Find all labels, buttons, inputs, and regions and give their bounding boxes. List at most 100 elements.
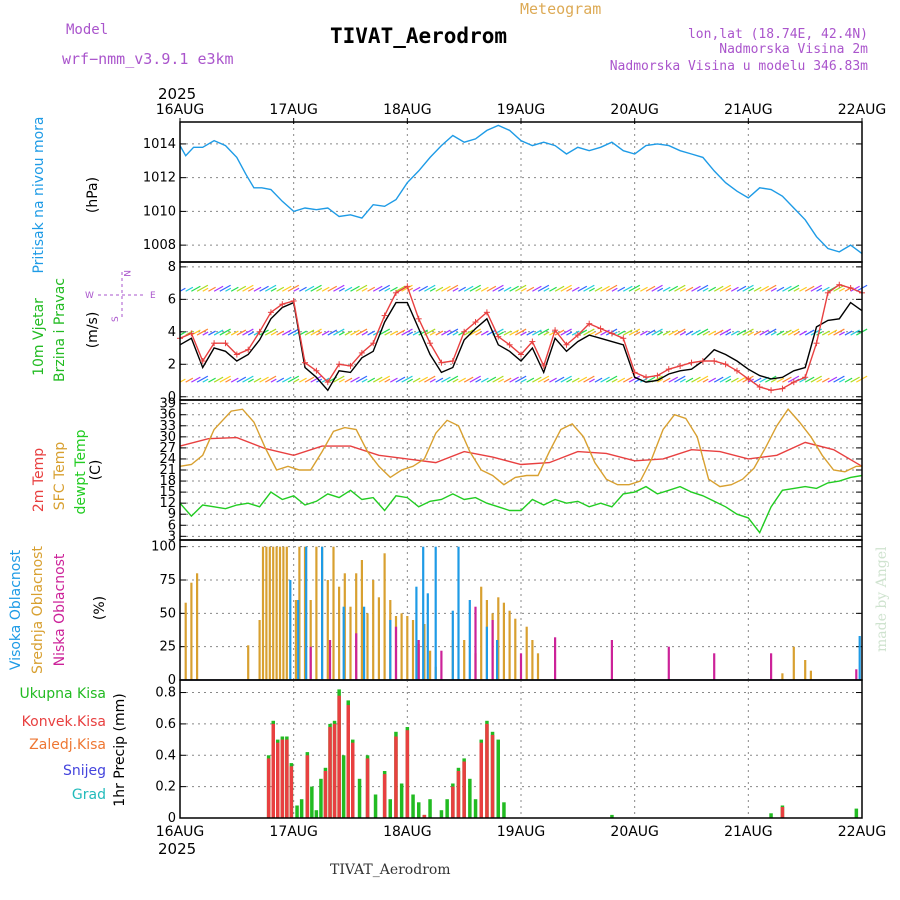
wind-barb xyxy=(355,328,368,336)
wind-barb xyxy=(253,377,262,383)
wind-barb xyxy=(634,287,641,292)
wind-barb xyxy=(560,328,572,336)
wind-barb xyxy=(333,375,345,383)
clouds-bar xyxy=(338,586,341,680)
wind-barb xyxy=(515,375,527,383)
wind-barb xyxy=(264,284,277,292)
wind-barb xyxy=(441,329,451,336)
clouds-panel: 0 25 50 75 100 xyxy=(151,539,863,688)
wind-barb xyxy=(202,378,209,383)
clouds-bar xyxy=(468,600,471,680)
x-tick-top: 16AUG xyxy=(156,102,205,118)
wind-barb xyxy=(804,376,815,383)
precip-bar xyxy=(314,810,319,818)
wind-barb xyxy=(628,375,641,383)
wind-barb xyxy=(594,286,603,292)
wind-barb xyxy=(350,329,360,336)
precip-bar xyxy=(428,799,432,818)
page-title: TIVAT_Aerodrom xyxy=(330,24,507,48)
wind-barb xyxy=(611,378,618,383)
wind-barb xyxy=(685,286,694,292)
wind-barb xyxy=(702,378,709,383)
precip-bar xyxy=(310,786,314,818)
wind-barb xyxy=(725,287,732,292)
wind-barb xyxy=(282,285,292,292)
clouds-bar xyxy=(474,606,477,680)
wind-barb xyxy=(753,330,762,336)
wind-barb xyxy=(338,331,345,336)
temperature-series-0 xyxy=(179,436,863,467)
wind-barb xyxy=(628,284,641,292)
clouds-bar xyxy=(261,546,265,680)
wind-barb xyxy=(270,378,277,383)
pressure-series-0 xyxy=(179,124,863,255)
clouds-bar xyxy=(667,646,670,680)
clouds-bar xyxy=(792,646,795,680)
precip-ytick-label: 0 xyxy=(168,811,176,826)
wind-barb xyxy=(247,378,254,383)
wind-barb xyxy=(293,287,300,292)
wind-barb xyxy=(316,331,323,336)
wind-barb xyxy=(668,376,679,383)
precip-bar xyxy=(382,774,387,818)
wind-barb xyxy=(196,375,209,383)
wind-barb xyxy=(429,287,436,292)
wind-barb xyxy=(696,284,709,292)
wind-barb xyxy=(679,287,686,292)
wind-barb xyxy=(730,330,739,336)
wind-barb xyxy=(765,284,777,292)
clouds-bar xyxy=(429,650,432,680)
wind-barb xyxy=(821,330,830,336)
wind-barb xyxy=(435,286,444,292)
wind-barb xyxy=(838,287,845,292)
wind-barb xyxy=(566,331,573,336)
wind-barb xyxy=(486,329,497,336)
clouds-bar xyxy=(536,653,540,680)
precip-bar xyxy=(332,723,337,818)
precip-bar xyxy=(502,802,506,818)
wind-barb xyxy=(509,285,519,292)
wind-barb xyxy=(827,329,838,336)
wind-barb xyxy=(640,286,648,292)
precip-bar xyxy=(769,813,773,818)
clouds-bar xyxy=(508,610,511,680)
wind-barb xyxy=(799,286,807,292)
clouds-bar xyxy=(519,653,523,680)
wind-barb xyxy=(838,378,845,383)
wind-barb xyxy=(259,376,269,383)
x-tick-bottom: 20AUG xyxy=(610,824,659,840)
compass-north: N xyxy=(121,270,131,277)
pressure-ylabel: Pritisak na nivou mora xyxy=(31,116,47,273)
wind-barb xyxy=(503,286,512,292)
clouds-bar xyxy=(525,626,528,680)
high-cloud-ylabel: Visoka Oblacnost xyxy=(8,549,24,670)
wind-barb xyxy=(850,285,860,292)
clouds-bar xyxy=(417,640,420,680)
precip-bar xyxy=(351,742,355,818)
clouds-bar xyxy=(326,580,329,680)
x-tick-bottom: 16AUG xyxy=(156,824,205,840)
precip-bar xyxy=(285,739,289,818)
wind-barb xyxy=(657,331,664,336)
wind-barb xyxy=(515,328,527,336)
wind-barb xyxy=(844,377,853,383)
wind-barb xyxy=(577,285,588,292)
precip-bar xyxy=(295,805,299,818)
wind-barb xyxy=(452,287,459,292)
wind-barb xyxy=(708,330,717,336)
wind-barb xyxy=(424,375,436,383)
temperature-ytick-label: 9 xyxy=(168,507,176,522)
wind-barb xyxy=(179,331,186,336)
precip-bar xyxy=(473,799,478,818)
wind-barb xyxy=(685,377,694,383)
clouds-bar xyxy=(309,646,312,680)
wind-barb xyxy=(355,284,368,292)
wind-barb xyxy=(242,328,254,336)
temperature-ytick-label: 15 xyxy=(159,485,176,500)
wind-barb xyxy=(782,376,792,383)
precip-bar xyxy=(456,771,461,818)
precip-bar xyxy=(341,755,346,818)
clouds-bar xyxy=(485,626,488,680)
wind-barb xyxy=(270,287,277,292)
wind-barb xyxy=(299,330,307,336)
